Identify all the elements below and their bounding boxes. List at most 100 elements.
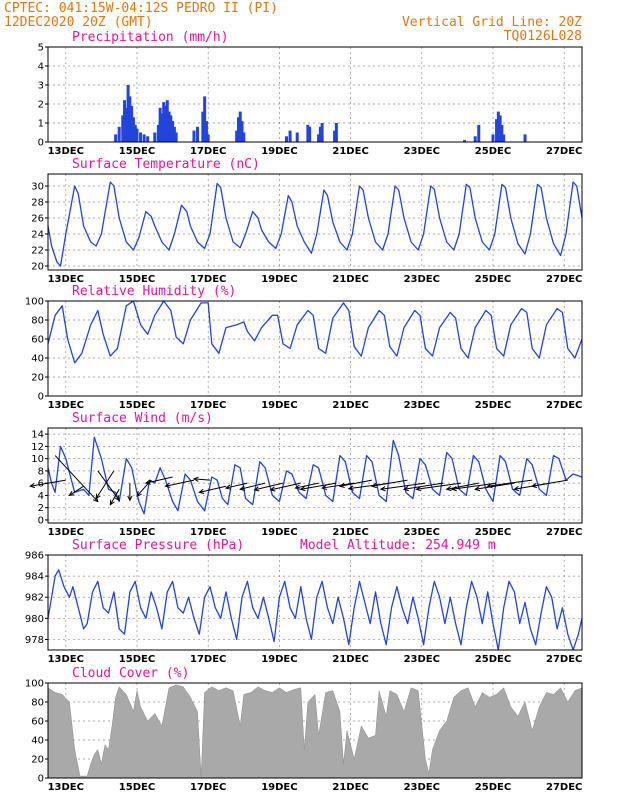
wind-vector-head-3 [114,495,120,502]
wind-vector-head-14 [253,486,260,492]
pres-frame [47,554,583,651]
precip-bar-42 [317,134,321,142]
wind-vector-shaft-18 [322,482,355,489]
cloud-xtick-0: 13DEC [48,782,84,793]
wind-vector-shaft-24 [416,482,462,490]
precip-bar-49 [477,124,481,142]
temp-ytick-3: 26 [31,214,44,225]
wind-vector-shaft-25 [446,482,479,490]
precip-bar-18 [162,102,166,142]
pres-xtick-5: 23DEC [404,654,440,665]
wind-ytick-2: 4 [38,491,44,502]
precip-bar-15 [156,124,160,142]
precip-bar-1 [117,126,121,142]
wind-vector-head-28 [486,483,493,489]
header-grid-note: Vertical Grid Line: 20Z [402,15,582,30]
wind-vector-head-27 [474,486,481,492]
wind-vector-shaft-14 [254,482,284,491]
wind-xtick-6: 25DEC [475,527,511,538]
wind-vector-head-8 [144,479,151,485]
pres-xtick-7: 27DEC [546,654,582,665]
precip-bar-27 [196,126,200,142]
rh-ytick-1: 20 [31,373,44,384]
wind-xtick-7: 27DEC [546,527,582,538]
cloud-xtick-4: 21DEC [332,782,368,793]
precip-bar-55 [502,134,506,142]
wind-line [47,436,583,515]
precip-bar-17 [160,113,164,142]
wind-vector-shaft-15 [270,482,301,491]
precip-bar-13 [146,136,150,142]
wind-vector-shaft-27 [475,482,515,490]
wind-vector-14 [253,482,284,492]
wind-vector-head-13 [239,485,246,491]
precip-ytick-0: 0 [38,138,44,149]
temp-ytick-2: 24 [31,230,44,241]
pres-xtick-0: 13DEC [48,654,84,665]
precip-bar-20 [165,100,169,142]
precip-bar-10 [135,128,139,142]
rh-ytick-0: 0 [38,392,44,403]
pres-xtick-4: 21DEC [332,654,368,665]
wind-vector-23 [402,482,444,492]
precip-bar-25 [174,132,178,142]
pres-ytick-4: 986 [25,551,44,562]
rh-xtick-6: 25DEC [475,400,511,411]
cloud-ytick-2: 40 [31,736,44,747]
precip-bar-52 [496,111,500,142]
precip-xtick-7: 27DEC [546,146,582,157]
wind-vector-5 [109,489,120,506]
pres-ytick-0: 978 [25,635,44,646]
header-location: CPTEC: 041:15W-04:12S PEDRO II (PI) [4,1,278,16]
wind-vector-head-1 [29,482,36,489]
wind-vector-head-7 [136,491,142,497]
wind-vector-head-30 [531,482,538,489]
temp-xtick-4: 21DEC [332,274,368,285]
wind-vector-26 [450,482,497,492]
precip-frame [47,46,583,143]
rh-panel: Relative Humidity (%) 0 20 40 60 80 100 13DEC 15… [25,284,583,411]
precip-bar-41 [308,126,312,142]
pres-ytick-1: 980 [25,614,44,625]
wind-vector-shaft-17 [300,482,337,490]
precip-bar-9 [133,124,137,142]
precip-bar-50 [491,134,495,142]
wind-vector-head-21 [370,482,377,489]
temp-ytick-0: 20 [31,262,44,273]
wind-vector-8 [144,476,173,485]
precip-ytick-3: 3 [38,81,44,92]
precip-xtick-6: 25DEC [475,146,511,157]
cloud-xtick-6: 25DEC [475,782,511,793]
precip-bar-51 [495,119,499,142]
precip-xtick-4: 21DEC [332,146,368,157]
rh-title: Relative Humidity (%) [72,284,236,299]
precip-bar-31 [206,134,210,142]
precip-bar-11 [139,132,143,142]
temp-xtick-5: 23DEC [404,274,440,285]
wind-vector-shaft-2 [69,485,84,496]
temp-xtick-2: 17DEC [190,274,226,285]
wind-vector-6 [127,483,133,502]
pres-xtick-3: 19DEC [261,654,297,665]
pres-xtick-1: 15DEC [119,654,155,665]
rh-frame [47,300,583,397]
wind-vector-19 [338,479,373,488]
cloud-xtick-7: 27DEC [546,782,582,793]
precip-bar-4 [124,107,128,142]
wind-vector-head-10 [192,476,199,482]
precip-bar-3 [123,100,127,142]
wind-xtick-4: 21DEC [332,527,368,538]
rh-ytick-3: 60 [31,335,44,346]
wind-vector-head-6 [127,495,133,502]
wind-vector-16 [294,482,319,490]
wind-vector-12 [224,482,248,490]
wind-vector-shaft-3 [97,470,120,501]
precip-bar-8 [131,117,135,142]
wind-ytick-0: 0 [38,515,44,526]
wind-vector-27 [474,482,515,492]
precip-bar-30 [204,121,208,142]
precip-bar-45 [333,130,337,142]
temp-ytick-4: 28 [31,198,44,209]
rh-ytick-5: 100 [25,297,44,308]
precip-bar-39 [295,132,299,142]
